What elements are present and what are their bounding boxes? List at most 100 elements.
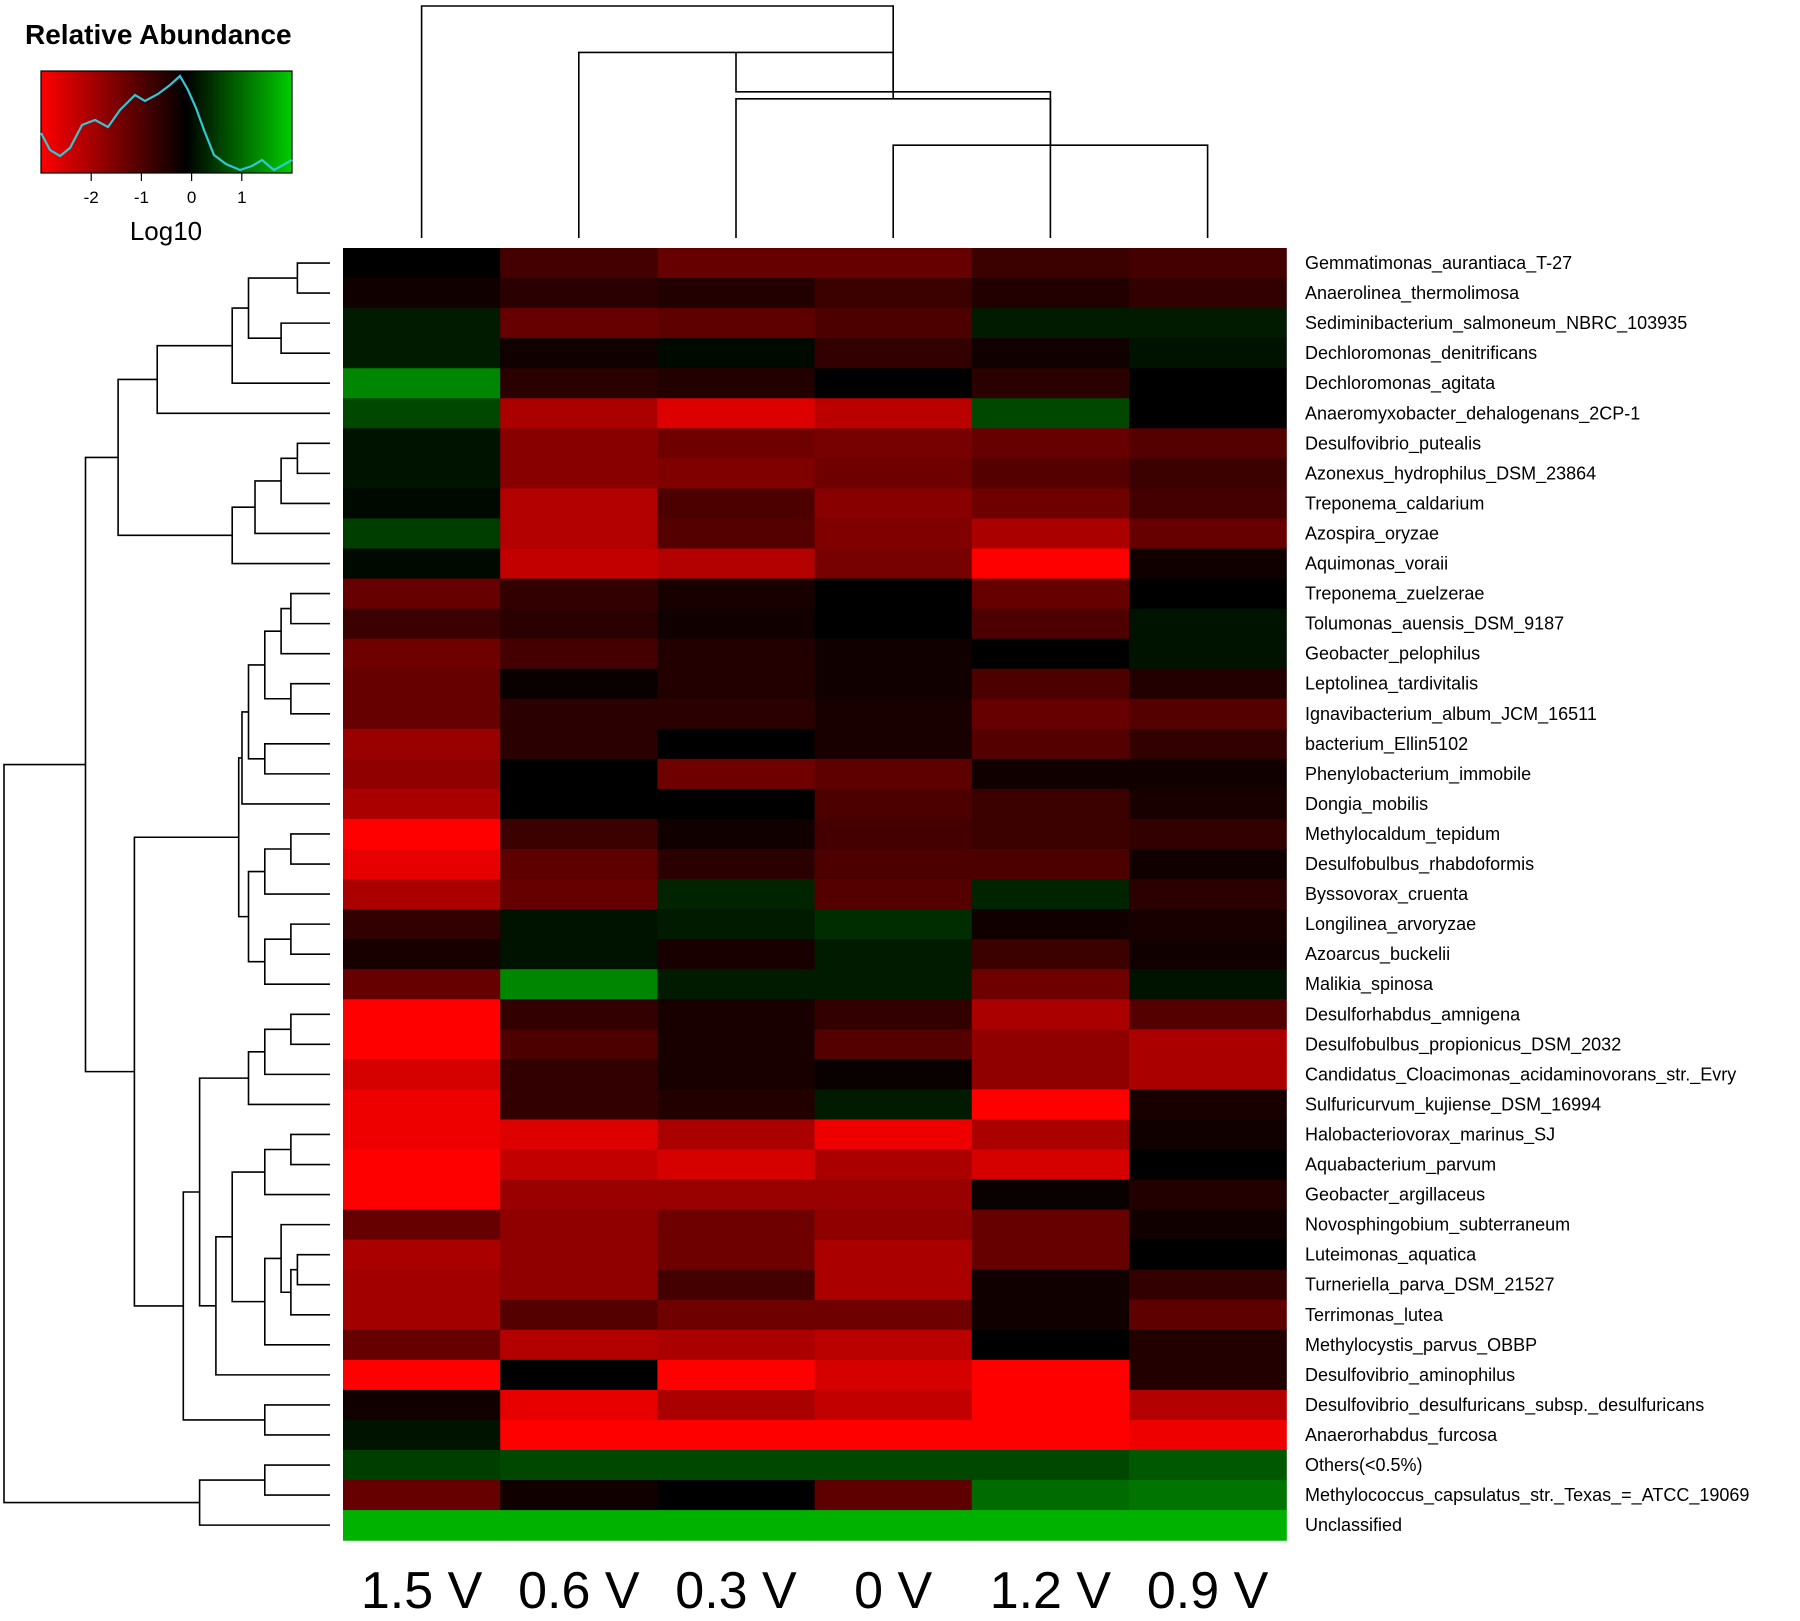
heatmap-cell — [343, 608, 501, 640]
dendrogram-branch — [264, 848, 330, 895]
heatmap-cell — [657, 1480, 816, 1511]
legend-title: Relative Abundance — [25, 19, 292, 50]
row-label: Treponema_caldarium — [1305, 493, 1484, 514]
heatmap-cell — [814, 1359, 973, 1391]
heatmap-cell — [500, 398, 658, 429]
column-label: 0.3 V — [675, 1562, 797, 1620]
heatmap-cell — [1129, 1480, 1287, 1511]
heatmap-cell — [343, 969, 501, 1000]
heatmap-cell — [657, 398, 816, 429]
heatmap-cell — [971, 1450, 1130, 1481]
heatmap-cell — [814, 1149, 973, 1181]
row-label: bacterium_Ellin5102 — [1305, 734, 1468, 755]
heatmap-cell — [971, 849, 1130, 880]
heatmap-cell — [657, 1329, 816, 1361]
heatmap-cell — [500, 1269, 658, 1301]
row-label: Others(<0.5%) — [1305, 1455, 1423, 1475]
heatmap-cell — [657, 758, 816, 790]
legend-axis-label: Log10 — [130, 216, 202, 246]
heatmap-cell — [500, 1389, 658, 1421]
row-label: Leptolinea_tardivitalis — [1305, 674, 1478, 695]
heatmap-cell — [657, 638, 816, 670]
heatmap-cell — [971, 879, 1130, 910]
heatmap-cell — [657, 1239, 816, 1271]
heatmap-cell — [343, 879, 501, 910]
heatmap-cell — [814, 308, 973, 339]
heatmap-cell — [814, 248, 973, 279]
heatmap-cell — [971, 1089, 1130, 1121]
heatmap-cell — [1129, 1029, 1287, 1060]
heatmap-cell — [500, 698, 658, 730]
heatmap-cell — [500, 1329, 658, 1361]
heatmap-cell — [500, 368, 658, 399]
dendrogram-branch — [84, 456, 135, 1073]
dendrogram-branch — [264, 1148, 330, 1196]
row-label: Byssovorax_cruenta — [1305, 884, 1469, 905]
heatmap-cell — [814, 999, 973, 1030]
heatmap-cell — [814, 1179, 973, 1211]
dendrogram-branch — [290, 923, 330, 955]
row-dendrogram — [3, 262, 330, 1526]
row-label: Candidatus_Cloacimonas_acidaminovorans_s… — [1305, 1064, 1736, 1085]
heatmap-cell — [343, 758, 501, 790]
heatmap-cell — [500, 788, 658, 820]
heatmap-cell — [1129, 1419, 1287, 1451]
heatmap-cell — [657, 608, 816, 640]
heatmap-cell — [500, 849, 658, 880]
heatmap-cell — [1129, 1239, 1287, 1271]
row-labels: Gemmatimonas_aurantiaca_T-27 Anaerolinea_… — [1305, 253, 1749, 1535]
dendrogram-branch — [264, 630, 291, 700]
heatmap-cell — [500, 518, 658, 550]
heatmap-cell — [814, 428, 973, 459]
dendrogram-branch — [3, 763, 200, 1504]
heatmap-cell — [1129, 668, 1287, 700]
heatmap-cell — [343, 1029, 501, 1060]
column-label: 0 V — [854, 1562, 932, 1620]
dendrogram-branch — [264, 1464, 330, 1496]
heatmap-cell — [1129, 999, 1287, 1030]
column-label: 0.6 V — [518, 1562, 640, 1620]
heatmap-cell — [343, 458, 501, 489]
row-label: Aquimonas_voraii — [1305, 554, 1448, 575]
heatmap-cell — [971, 698, 1130, 730]
heatmap-cell — [971, 758, 1130, 790]
heatmap-cell — [657, 1359, 816, 1391]
dendrogram-branch — [290, 1133, 330, 1166]
heatmap-cell — [971, 1419, 1130, 1451]
heatmap-cell — [500, 1029, 658, 1060]
heatmap-cell — [971, 428, 1130, 459]
row-label: Desulforhabdus_amnigena — [1305, 1004, 1521, 1025]
heatmap-cell — [971, 1059, 1130, 1090]
heatmap-cell — [500, 818, 658, 850]
heatmap-cell — [1129, 1389, 1287, 1421]
heatmap-cell — [814, 1510, 973, 1541]
dendrogram-branch — [117, 378, 233, 537]
heatmap-cell — [971, 1209, 1130, 1241]
column-label: 0.9 V — [1147, 1562, 1269, 1620]
heatmap-cell — [1129, 728, 1287, 760]
dendrogram-branch — [231, 506, 330, 565]
heatmap-cell — [343, 728, 501, 760]
heatmap-cell — [343, 278, 501, 309]
heatmap-cell — [971, 1149, 1130, 1181]
column-dendrogram — [420, 5, 1209, 238]
dendrogram-branch — [156, 344, 330, 415]
dendrogram-branch — [247, 277, 298, 339]
heatmap-cell — [657, 849, 816, 880]
heatmap-cell — [500, 969, 658, 1000]
heatmap-cell — [343, 1359, 501, 1391]
heatmap-cell — [343, 398, 501, 429]
dendrogram-branch — [247, 664, 265, 760]
dendrogram-branch — [290, 682, 330, 715]
heatmap-cell — [971, 488, 1130, 520]
heatmap-cell — [971, 1239, 1130, 1271]
heatmap-cell — [814, 1269, 973, 1301]
heatmap-cell — [657, 969, 816, 1000]
heatmap-cell — [971, 338, 1130, 369]
heatmap-cell — [343, 548, 501, 580]
heatmap-cell — [500, 488, 658, 520]
heatmap-cell — [343, 1149, 501, 1181]
heatmap-cell — [1129, 638, 1287, 670]
dendrogram-branch — [133, 836, 239, 1307]
heatmap-cell — [657, 248, 816, 279]
